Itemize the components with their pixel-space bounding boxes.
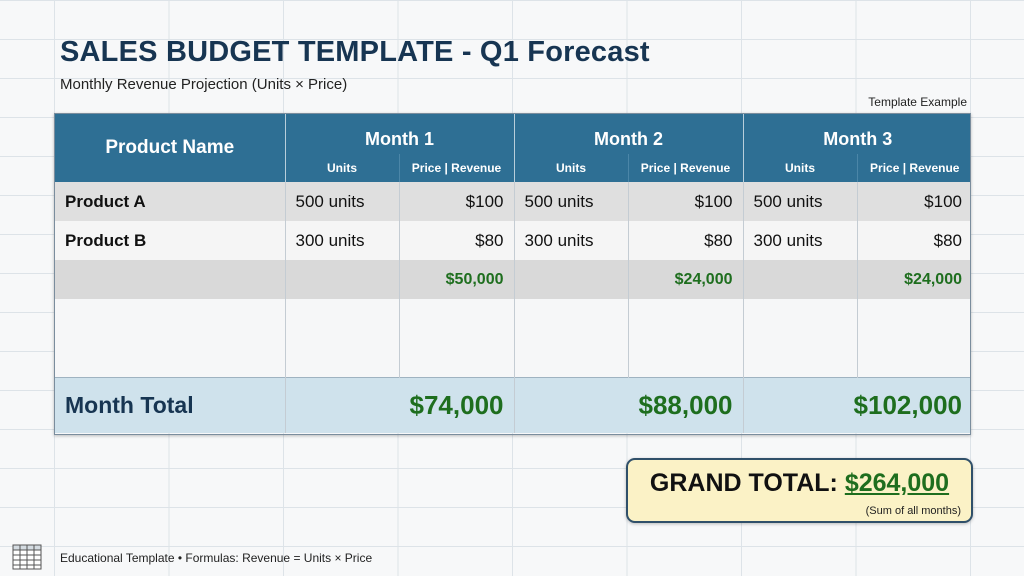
table-row: Product A 500 units $100 500 units $100 … bbox=[55, 182, 970, 221]
empty-cell[interactable] bbox=[284, 299, 400, 338]
page-title: SALES BUDGET TEMPLATE - Q1 Forecast bbox=[60, 36, 650, 68]
price-cell[interactable]: $100 bbox=[857, 182, 970, 221]
empty-cell[interactable] bbox=[628, 338, 744, 377]
budget-table: Product Name Month 1 Month 2 Month 3 Uni… bbox=[54, 113, 971, 435]
empty-cell[interactable] bbox=[628, 299, 744, 338]
month-1-total[interactable]: $74,000 bbox=[284, 376, 515, 433]
footer-note: Educational Template • Formulas: Revenue… bbox=[60, 551, 373, 565]
month-total-row: Month Total $74,000 $88,000 $102,000 bbox=[55, 376, 970, 433]
empty-cell[interactable] bbox=[55, 338, 286, 377]
empty-cell[interactable] bbox=[742, 338, 858, 377]
grand-total-value: $264,000 bbox=[844, 469, 950, 497]
product-name-header: Product Name bbox=[55, 114, 286, 182]
spreadsheet-grid-icon bbox=[12, 544, 42, 570]
revenue-cell[interactable]: $50,000 bbox=[399, 260, 515, 299]
units-subheader: Units bbox=[743, 154, 858, 182]
empty-cell[interactable] bbox=[513, 338, 629, 377]
units-cell[interactable]: 300 units bbox=[284, 221, 400, 260]
price-cell[interactable]: $80 bbox=[628, 221, 744, 260]
grand-total-note: (Sum of all months) bbox=[865, 505, 961, 517]
month-3-header: Month 3 bbox=[743, 114, 970, 154]
empty-cell[interactable] bbox=[399, 338, 515, 377]
empty-cell[interactable] bbox=[742, 260, 858, 299]
price-cell[interactable]: $100 bbox=[628, 182, 744, 221]
price-revenue-subheader: Price | Revenue bbox=[628, 154, 744, 182]
empty-cell[interactable] bbox=[513, 260, 629, 299]
empty-row bbox=[55, 299, 970, 338]
price-cell[interactable]: $100 bbox=[399, 182, 515, 221]
price-cell[interactable]: $80 bbox=[857, 221, 970, 260]
product-cell[interactable]: Product B bbox=[55, 221, 286, 260]
empty-row bbox=[55, 338, 970, 377]
empty-cell[interactable] bbox=[399, 299, 515, 338]
grand-total-box: GRAND TOTAL: $264,000 (Sum of all months… bbox=[626, 458, 973, 523]
price-cell[interactable]: $80 bbox=[399, 221, 515, 260]
price-revenue-subheader: Price | Revenue bbox=[857, 154, 970, 182]
empty-cell[interactable] bbox=[284, 338, 400, 377]
page-subtitle: Monthly Revenue Projection (Units × Pric… bbox=[60, 76, 348, 93]
table-row: Product B 300 units $80 300 units $80 30… bbox=[55, 221, 970, 260]
product-cell[interactable]: Product A bbox=[55, 182, 286, 221]
empty-cell[interactable] bbox=[857, 338, 970, 377]
month-2-header: Month 2 bbox=[514, 114, 744, 154]
revenue-row: $50,000 $24,000 $24,000 bbox=[55, 260, 970, 299]
grand-total-label: GRAND TOTAL: bbox=[649, 469, 838, 497]
template-tag: Template Example bbox=[868, 95, 967, 109]
price-revenue-subheader: Price | Revenue bbox=[399, 154, 515, 182]
month-total-label[interactable]: Month Total bbox=[55, 376, 286, 433]
empty-cell[interactable] bbox=[857, 299, 970, 338]
units-cell[interactable]: 300 units bbox=[742, 221, 858, 260]
units-subheader: Units bbox=[514, 154, 629, 182]
revenue-cell[interactable]: $24,000 bbox=[857, 260, 970, 299]
units-cell[interactable]: 500 units bbox=[513, 182, 629, 221]
revenue-cell[interactable]: $24,000 bbox=[628, 260, 744, 299]
units-cell[interactable]: 500 units bbox=[742, 182, 858, 221]
empty-cell[interactable] bbox=[55, 260, 286, 299]
units-subheader: Units bbox=[285, 154, 400, 182]
units-cell[interactable]: 500 units bbox=[284, 182, 400, 221]
month-1-header: Month 1 bbox=[285, 114, 515, 154]
month-2-total[interactable]: $88,000 bbox=[513, 376, 744, 433]
month-3-total[interactable]: $102,000 bbox=[742, 376, 970, 433]
empty-cell[interactable] bbox=[513, 299, 629, 338]
units-cell[interactable]: 300 units bbox=[513, 221, 629, 260]
empty-cell[interactable] bbox=[55, 299, 286, 338]
empty-cell[interactable] bbox=[742, 299, 858, 338]
empty-cell[interactable] bbox=[284, 260, 400, 299]
